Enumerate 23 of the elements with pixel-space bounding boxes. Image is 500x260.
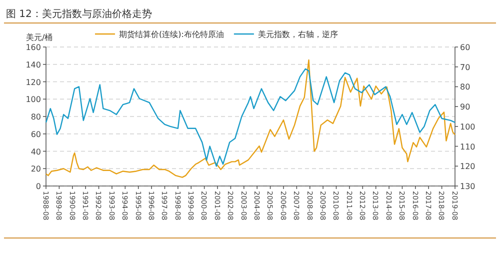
y2-tick-label: 60: [460, 43, 470, 52]
y2-tick-label: 100: [460, 122, 476, 132]
y-axis-title: 美元/桶: [26, 33, 53, 42]
y2-tick-label: 120: [460, 162, 476, 172]
chart-title: 图 12：美元指数与原油价格走势: [6, 8, 152, 20]
y-tick-label: 160: [26, 43, 41, 52]
line-series: [45, 59, 456, 178]
y2-tick-label: 90: [460, 102, 470, 112]
legend-label: 美元指数，右轴，逆序: [258, 30, 338, 39]
y2-tick-label: 110: [460, 142, 476, 152]
line-series: [45, 68, 456, 167]
y-tick-label: 140: [26, 60, 41, 70]
y-tick-label: 100: [26, 95, 41, 104]
y-tick-label: 20: [30, 164, 41, 174]
y2-tick-label: 70: [460, 62, 470, 72]
y-tick-label: 60: [30, 130, 41, 139]
y2-tick-label: 130: [460, 182, 476, 191]
y-tick-label: 80: [30, 112, 41, 122]
y-tick-label: 40: [30, 147, 41, 156]
y2-tick-label: 80: [460, 82, 470, 92]
y-tick-label: 0: [36, 182, 41, 191]
y-tick-label: 120: [26, 78, 41, 87]
legend-label: 期货结算价(连续):布伦特原油: [119, 30, 224, 39]
